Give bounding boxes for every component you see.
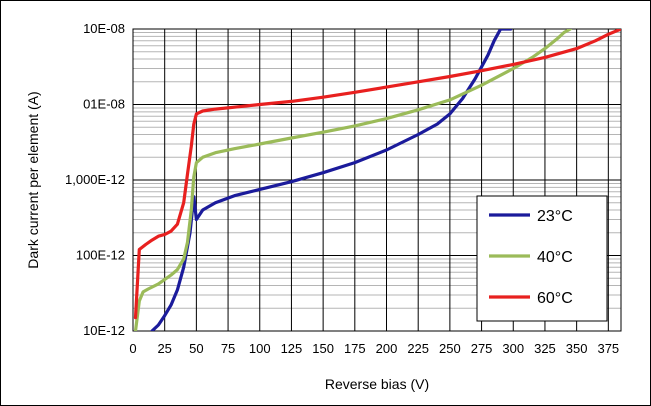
x-tick-label: 75 — [221, 341, 235, 356]
legend-label: 40°C — [537, 249, 573, 266]
x-tick-label: 325 — [534, 341, 556, 356]
x-tick-label: 350 — [566, 341, 588, 356]
y-tick-labels: 10E-08 01E-08 1,000E-12 100E-12 10E-12 — [65, 21, 125, 338]
x-tick-label: 225 — [407, 341, 429, 356]
legend-label: 23°C — [537, 208, 573, 225]
x-tick-labels: 0 25 50 75 100 125 150 175 200 225 250 275 300 325 350… — [129, 341, 619, 356]
x-tick-label: 275 — [471, 341, 493, 356]
x-tick-label: 125 — [281, 341, 303, 356]
x-axis-title: Reverse bias (V) — [325, 376, 429, 392]
series-line-2 — [133, 29, 572, 331]
y-tick-label: 01E-08 — [83, 97, 125, 112]
y-axis-title: Dark current per element (A) — [25, 91, 41, 268]
x-tick-label: 375 — [597, 341, 619, 356]
x-tick-label: 150 — [312, 341, 334, 356]
plot-area-border — [132, 28, 622, 332]
x-tick-label: 100 — [249, 341, 271, 356]
y-tick-label: 10E-08 — [83, 21, 125, 36]
x-tick-label: 300 — [502, 341, 524, 356]
x-tick-label: 250 — [439, 341, 461, 356]
x-tick-label: 25 — [157, 341, 171, 356]
x-tick-label: 175 — [344, 341, 366, 356]
x-tick-label: 0 — [129, 341, 136, 356]
y-tick-label: 10E-12 — [83, 323, 125, 338]
legend-box — [476, 195, 608, 322]
y-tick-label: 100E-12 — [76, 248, 125, 263]
x-tick-label: 200 — [376, 341, 398, 356]
legend: 23°C 40°C 60°C — [476, 195, 608, 322]
series-line-1 — [150, 29, 513, 331]
y-tick-label: 1,000E-12 — [65, 172, 125, 187]
series-layer — [133, 29, 621, 331]
series-line-3 — [133, 29, 621, 320]
x-tick-label: 50 — [189, 341, 203, 356]
legend-label: 60°C — [537, 290, 573, 307]
